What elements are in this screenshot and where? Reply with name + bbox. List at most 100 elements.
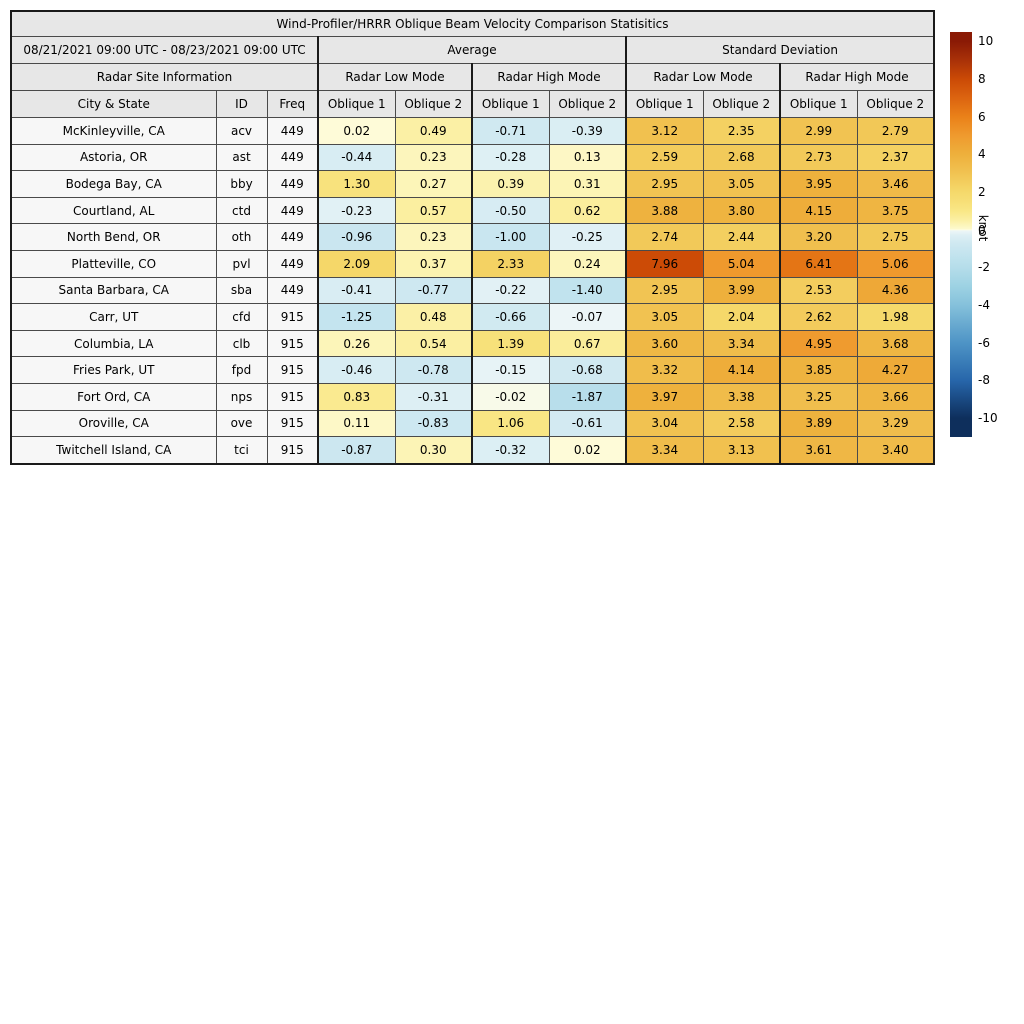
value-cell: 3.61 bbox=[779, 436, 858, 465]
value-cell: -0.28 bbox=[471, 143, 550, 172]
value-cell: -0.96 bbox=[317, 223, 396, 251]
site-id-cell: ctd bbox=[215, 196, 268, 225]
value-cell: 3.38 bbox=[702, 382, 781, 411]
value-cell: 2.74 bbox=[625, 223, 704, 251]
value-cell: 1.98 bbox=[856, 303, 935, 331]
value-cell: 2.04 bbox=[702, 303, 781, 331]
city-cell: Twitchell Island, CA bbox=[10, 436, 217, 465]
site-id-cell: clb bbox=[215, 329, 268, 358]
table-row: Columbia, LA clb 915 0.26 0.54 1.39 0.67 3.60 3.… bbox=[10, 329, 935, 358]
value-cell: 3.89 bbox=[779, 409, 858, 438]
value-cell: 2.75 bbox=[856, 223, 935, 251]
value-cell: 5.04 bbox=[702, 249, 781, 278]
value-cell: 3.05 bbox=[702, 170, 781, 198]
table-row: Fort Ord, CA nps 915 0.83 -0.31 -0.02 -1.87 3.9… bbox=[10, 382, 935, 411]
value-cell: -0.25 bbox=[548, 223, 627, 251]
value-cell: -0.15 bbox=[471, 356, 550, 384]
value-cell: 4.95 bbox=[779, 329, 858, 358]
value-cell: -0.68 bbox=[548, 356, 627, 384]
value-cell: 0.49 bbox=[394, 117, 473, 145]
value-cell: 4.14 bbox=[702, 356, 781, 384]
value-cell: 2.79 bbox=[856, 117, 935, 145]
col-header-oblique-2: Oblique 2 bbox=[856, 90, 935, 118]
value-cell: 2.33 bbox=[471, 249, 550, 278]
freq-cell: 449 bbox=[266, 117, 319, 145]
freq-cell: 449 bbox=[266, 276, 319, 305]
value-cell: 3.99 bbox=[702, 276, 781, 305]
freq-cell: 915 bbox=[266, 356, 319, 384]
header-avg-high-mode: Radar High Mode bbox=[471, 63, 627, 91]
col-header-oblique-1: Oblique 1 bbox=[779, 90, 858, 118]
site-id-cell: cfd bbox=[215, 303, 268, 331]
value-cell: 2.59 bbox=[625, 143, 704, 172]
value-cell: 3.34 bbox=[702, 329, 781, 358]
value-cell: 0.02 bbox=[548, 436, 627, 465]
value-cell: 3.32 bbox=[625, 356, 704, 384]
value-cell: 4.15 bbox=[779, 196, 858, 225]
value-cell: -1.40 bbox=[548, 276, 627, 305]
colorbar-tick-label: -2 bbox=[978, 260, 990, 275]
col-header-oblique-1: Oblique 1 bbox=[625, 90, 704, 118]
city-cell: North Bend, OR bbox=[10, 223, 217, 251]
table-row: Twitchell Island, CA tci 915 -0.87 0.30 -0.32… bbox=[10, 436, 935, 465]
header-site-info: Radar Site Information bbox=[10, 63, 319, 91]
value-cell: 3.40 bbox=[856, 436, 935, 465]
freq-cell: 915 bbox=[266, 382, 319, 411]
city-cell: Fort Ord, CA bbox=[10, 382, 217, 411]
colorbar-tick-label: 6 bbox=[978, 109, 986, 124]
col-header-oblique-2: Oblique 2 bbox=[548, 90, 627, 118]
value-cell: -0.23 bbox=[317, 196, 396, 225]
value-cell: 0.23 bbox=[394, 223, 473, 251]
city-cell: Courtland, AL bbox=[10, 196, 217, 225]
city-cell: Santa Barbara, CA bbox=[10, 276, 217, 305]
value-cell: 0.37 bbox=[394, 249, 473, 278]
stats-table: Wind-Profiler/HRRR Oblique Beam Velocity… bbox=[10, 10, 936, 465]
colorbar-tick-label: -4 bbox=[978, 298, 990, 313]
value-cell: 0.02 bbox=[317, 117, 396, 145]
header-average: Average bbox=[317, 36, 627, 64]
value-cell: 3.29 bbox=[856, 409, 935, 438]
table-row: Bodega Bay, CA bby 449 1.30 0.27 0.39 0.31 2.95… bbox=[10, 170, 935, 198]
header-standard-deviation: Standard Deviation bbox=[624, 36, 935, 64]
header-std-low-mode: Radar Low Mode bbox=[625, 63, 781, 91]
value-cell: 3.75 bbox=[856, 196, 935, 225]
city-cell: Carr, UT bbox=[10, 303, 217, 331]
city-cell: Oroville, CA bbox=[10, 409, 217, 438]
value-cell: 2.95 bbox=[625, 170, 704, 198]
colorbar-tick-label: 0 bbox=[978, 222, 986, 237]
colorbar-tick-label: 2 bbox=[978, 185, 986, 200]
site-id-cell: pvl bbox=[215, 249, 268, 278]
value-cell: -1.00 bbox=[471, 223, 550, 251]
table-row: Oroville, CA ove 915 0.11 -0.83 1.06 -0.61 3.04… bbox=[10, 409, 935, 438]
value-cell: 0.67 bbox=[548, 329, 627, 358]
table-row: Carr, UT cfd 915 -1.25 0.48 -0.66 -0.07 3.05 2.0… bbox=[10, 303, 935, 331]
value-cell: 4.27 bbox=[856, 356, 935, 384]
column-header-row: City & State ID Freq Oblique 1 Oblique 2… bbox=[10, 90, 935, 118]
value-cell: 2.62 bbox=[779, 303, 858, 331]
col-header-oblique-2: Oblique 2 bbox=[394, 90, 473, 118]
colorbar-tick-label: 10 bbox=[978, 34, 994, 49]
table-row: Astoria, OR ast 449 -0.44 0.23 -0.28 0.13 2.59 2… bbox=[10, 143, 935, 172]
value-cell: 0.24 bbox=[548, 249, 627, 278]
value-cell: 0.83 bbox=[317, 382, 396, 411]
freq-cell: 915 bbox=[266, 409, 319, 438]
value-cell: 3.20 bbox=[779, 223, 858, 251]
value-cell: 0.30 bbox=[394, 436, 473, 465]
value-cell: 7.96 bbox=[625, 249, 704, 278]
value-cell: 3.85 bbox=[779, 356, 858, 384]
site-id-cell: oth bbox=[215, 223, 268, 251]
value-cell: 6.41 bbox=[779, 249, 858, 278]
colorbar-gradient bbox=[950, 32, 972, 437]
value-cell: -0.83 bbox=[394, 409, 473, 438]
col-header-oblique-2: Oblique 2 bbox=[702, 90, 781, 118]
value-cell: 0.62 bbox=[548, 196, 627, 225]
value-cell: 3.95 bbox=[779, 170, 858, 198]
value-cell: 3.05 bbox=[625, 303, 704, 331]
value-cell: 0.11 bbox=[317, 409, 396, 438]
value-cell: -0.71 bbox=[471, 117, 550, 145]
value-cell: 0.23 bbox=[394, 143, 473, 172]
city-cell: Platteville, CO bbox=[10, 249, 217, 278]
city-cell: Astoria, OR bbox=[10, 143, 217, 172]
table-row: McKinleyville, CA acv 449 0.02 0.49 -0.71 -0.3… bbox=[10, 117, 935, 145]
value-cell: -0.46 bbox=[317, 356, 396, 384]
